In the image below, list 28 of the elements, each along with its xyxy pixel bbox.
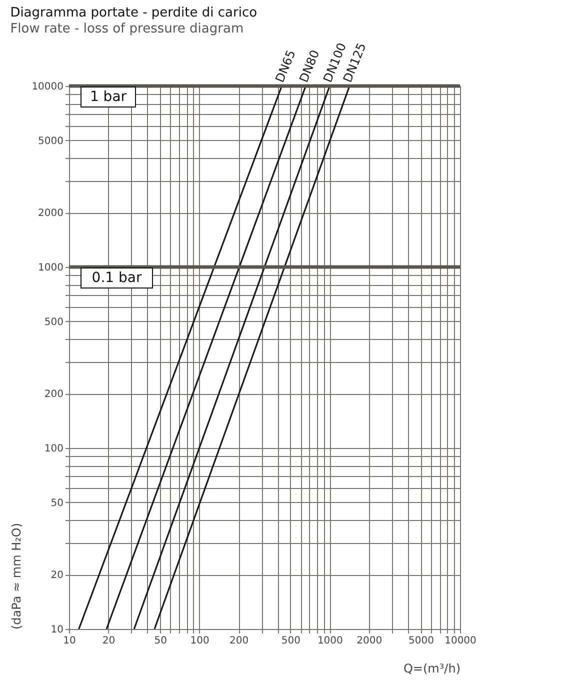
x-tick-label: 200 (230, 636, 249, 646)
x-tick-label: 1000 (317, 636, 343, 646)
y-tick-label: 10000 (32, 82, 64, 92)
x-tick-label: 10 (63, 636, 76, 646)
x-tick-label: 10000 (444, 636, 476, 646)
x-tick-label: 2000 (356, 636, 382, 646)
text: DN80 (296, 48, 322, 84)
y-tick-label: 200 (44, 389, 64, 400)
y-tick-label: 1000 (38, 262, 64, 274)
y-tick-label: 500 (44, 316, 64, 328)
chart-subtitle: Flow rate - loss of pressure diagram (10, 21, 244, 36)
x-tick-label: 20 (102, 636, 116, 646)
y-tick-label: 50 (50, 498, 64, 509)
y-tick-label: 100 (44, 444, 64, 454)
x-tick-label: 50 (154, 636, 167, 646)
y-tick-label: 10 (50, 624, 64, 636)
y-tick-label: 2000 (38, 208, 64, 220)
ref-line-label: 0.1 bar (92, 270, 142, 286)
chart-title: Diagramma portate - perdite di carico (10, 5, 258, 20)
x-tick-label: 500 (281, 636, 300, 646)
x-tick-label: 100 (190, 636, 210, 646)
y-axis-title: (daPa ≈ mm H₂O) (10, 522, 24, 630)
ref-line-label: 1 bar (90, 89, 127, 105)
text: DN65 (272, 48, 298, 84)
x-axis-title: Q=(m³/h) (403, 662, 460, 676)
y-tick-label: 20 (50, 570, 64, 582)
x-tick-label: 5000 (408, 636, 434, 646)
y-tick-label: 5000 (38, 136, 64, 147)
